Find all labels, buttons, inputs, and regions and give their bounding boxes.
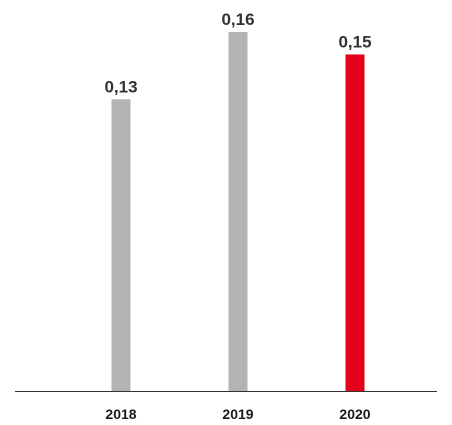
value-label-2020: 0,15 xyxy=(338,32,371,51)
x-tick-label-2019: 2019 xyxy=(222,406,253,422)
value-labels-layer: 0,13 0,16 0,15 xyxy=(104,10,371,96)
x-tick-labels-layer: 2018 2019 2020 xyxy=(105,406,370,422)
bar-2020 xyxy=(345,54,365,391)
x-tick-label-2020: 2020 xyxy=(339,406,370,422)
x-tick-label-2018: 2018 xyxy=(105,406,136,422)
bars-layer xyxy=(111,32,365,391)
value-label-2018: 0,13 xyxy=(104,77,137,96)
value-label-2019: 0,16 xyxy=(221,10,254,29)
bar-2019 xyxy=(228,32,248,391)
bar-2018 xyxy=(111,99,131,391)
